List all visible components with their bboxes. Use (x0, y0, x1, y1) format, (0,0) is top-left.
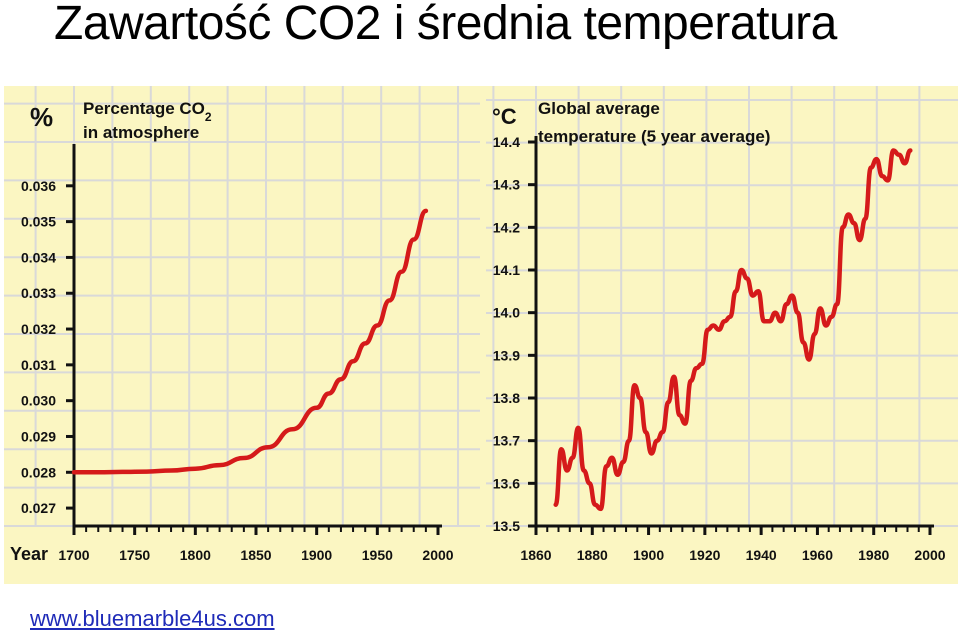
co2-y-tick-label: 0.036 (21, 178, 56, 194)
temp-y-tick-label: 13.5 (493, 518, 520, 534)
co2-x-tick-label: 1900 (301, 547, 332, 563)
temp-y-tick-label: 14.3 (493, 177, 520, 193)
co2-x-tick-label: 1850 (240, 547, 271, 563)
co2-chart-title-line1: Percentage CO2 (83, 99, 212, 124)
co2-x-tick-label: 2000 (422, 547, 453, 563)
co2-chart-title-subscript: 2 (205, 110, 212, 124)
temp-chart-title-line1: Global average (538, 99, 660, 118)
chart-panel: % Percentage CO2 in atmosphere Year °C G… (4, 86, 958, 584)
co2-y-tick-label: 0.033 (21, 285, 56, 301)
temp-y-tick-label: 14.4 (493, 134, 520, 150)
temp-plot (553, 148, 913, 512)
temp-x-tick-label: 1960 (802, 547, 833, 563)
temp-y-tick-label: 14.2 (493, 219, 520, 235)
temp-y-tick-label: 13.8 (493, 390, 520, 406)
temp-x-tick-label: 1900 (633, 547, 664, 563)
co2-y-tick-label: 0.029 (21, 428, 56, 444)
co2-year-label: Year (10, 544, 48, 564)
temp-y-tick-label: 14.0 (493, 305, 520, 321)
temp-y-tick-label: 13.9 (493, 347, 520, 363)
slide-title: Zawartość CO2 i średnia temperatura (54, 0, 837, 50)
co2-plot (71, 208, 429, 475)
co2-series-line (71, 208, 429, 475)
co2-x-tick-label: 1750 (119, 547, 150, 563)
co2-axes: 0.027 0.028 0.029 0.030 0.031 0.032 0.033 0.034… (21, 144, 454, 563)
co2-y-tick-label: 0.030 (21, 393, 56, 409)
temp-y-tick-label: 14.1 (493, 262, 520, 278)
co2-y-tick-label: 0.035 (21, 214, 56, 230)
co2-y-tick-label: 0.032 (21, 321, 56, 337)
charts-svg: % Percentage CO2 in atmosphere Year °C G… (4, 86, 958, 564)
temp-y-tick-label: 13.6 (493, 475, 520, 491)
temp-x-tick-label: 1980 (858, 547, 889, 563)
temp-x-tick-label: 2000 (914, 547, 945, 563)
footer-link[interactable]: www.bluemarble4us.com (30, 606, 275, 631)
temp-series-line (553, 148, 913, 512)
temp-x-tick-label: 1880 (577, 547, 608, 563)
co2-x-tick-label: 1700 (58, 547, 89, 563)
temp-y-tick-label: 13.7 (493, 433, 520, 449)
co2-chart-title-line2: in atmosphere (83, 123, 199, 142)
temp-axes: 13.5 13.6 13.7 13.8 13.9 14.0 14.1 14.2 14.3 14.4… (493, 134, 946, 563)
co2-x-tick-label: 1800 (180, 547, 211, 563)
co2-chart-title-text: Percentage CO (83, 99, 205, 118)
co2-y-tick-label: 0.028 (21, 464, 56, 480)
temp-unit-label: °C (492, 104, 517, 129)
co2-y-tick-label: 0.031 (21, 357, 56, 373)
temp-x-tick-label: 1920 (689, 547, 720, 563)
co2-x-tick-label: 1950 (362, 547, 393, 563)
temp-x-tick-label: 1940 (746, 547, 777, 563)
co2-y-tick-label: 0.034 (21, 249, 56, 265)
temp-chart-title-line2: temperature (5 year average) (538, 127, 770, 146)
co2-unit-label: % (30, 102, 53, 132)
temp-x-tick-label: 1860 (520, 547, 551, 563)
temp-grid (486, 86, 958, 527)
co2-y-tick-label: 0.027 (21, 500, 56, 516)
